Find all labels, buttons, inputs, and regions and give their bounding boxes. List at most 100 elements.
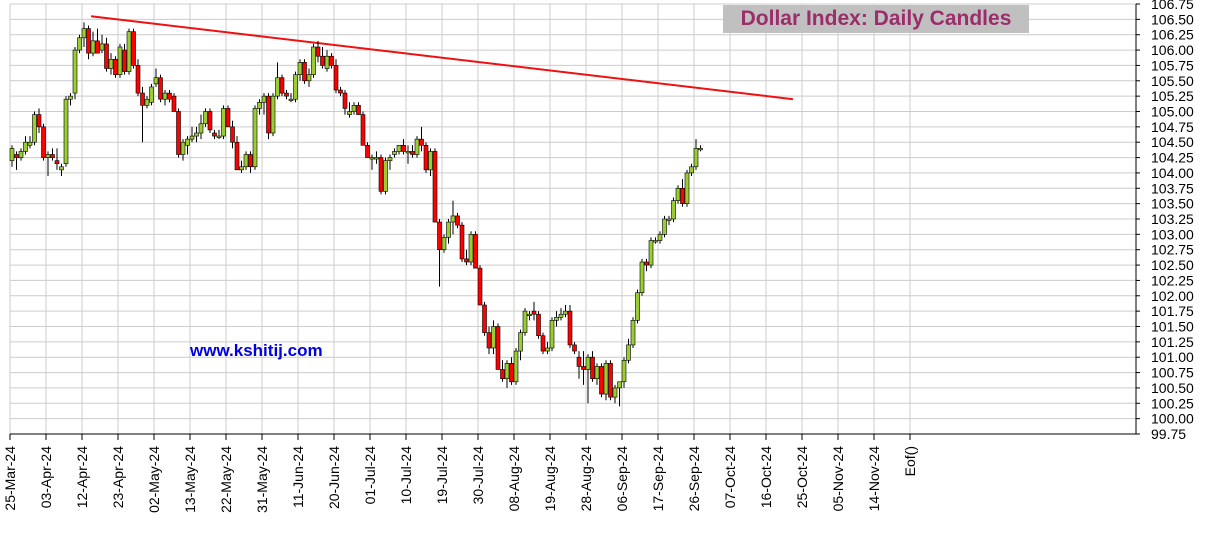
candle-body bbox=[486, 332, 492, 349]
candle-body bbox=[99, 43, 105, 51]
candle-body bbox=[90, 40, 96, 54]
x-tick-label: 13-May-24 bbox=[182, 446, 198, 513]
candle-body bbox=[104, 43, 109, 69]
y-tick-label: 106.25 bbox=[1151, 27, 1194, 43]
y-tick-label: 99.75 bbox=[1151, 426, 1186, 442]
candle-body bbox=[347, 111, 352, 115]
x-tick-label: 02-May-24 bbox=[146, 446, 162, 513]
candle-body bbox=[405, 151, 411, 154]
candle-body bbox=[644, 261, 649, 266]
y-tick-label: 104.25 bbox=[1151, 150, 1194, 166]
candle-body bbox=[365, 144, 370, 158]
candle-body bbox=[189, 135, 195, 140]
candle-body bbox=[617, 381, 622, 389]
y-tick-label: 106.75 bbox=[1151, 0, 1194, 12]
candle-body bbox=[590, 356, 595, 380]
candle-body bbox=[513, 350, 519, 383]
candle-body bbox=[77, 37, 82, 51]
candle-body bbox=[504, 363, 510, 380]
candle-body bbox=[171, 95, 177, 112]
candle-body bbox=[108, 58, 114, 69]
candle-body bbox=[360, 114, 366, 146]
x-tick-label: 26-Sep-24 bbox=[686, 446, 702, 512]
candle-body bbox=[131, 31, 136, 66]
candle-body bbox=[23, 141, 28, 152]
candle-body bbox=[356, 105, 361, 115]
candle-body bbox=[252, 108, 258, 168]
candle-body bbox=[207, 111, 213, 131]
candle-body bbox=[522, 310, 528, 333]
candle-body bbox=[72, 49, 78, 94]
candle-body bbox=[185, 138, 190, 146]
candle-body bbox=[441, 237, 447, 251]
candle-body bbox=[239, 166, 244, 171]
candle-body bbox=[36, 114, 42, 128]
candle-body bbox=[54, 160, 60, 165]
candle-body bbox=[383, 160, 388, 192]
candle-body bbox=[320, 55, 325, 66]
candle-body bbox=[270, 95, 276, 134]
candle-body bbox=[302, 62, 307, 82]
x-tick-label: 16-Oct-24 bbox=[758, 446, 774, 508]
candle-body bbox=[527, 313, 532, 317]
candle-body bbox=[500, 369, 505, 380]
candle-body bbox=[414, 138, 420, 155]
candle-body bbox=[117, 46, 123, 75]
candle-body bbox=[477, 267, 483, 306]
candle-body bbox=[536, 313, 541, 337]
candle-body bbox=[396, 144, 402, 152]
x-tick-label: 14-Nov-24 bbox=[866, 446, 882, 512]
x-tick-label: 25-Oct-24 bbox=[794, 446, 810, 508]
candle-body bbox=[630, 320, 636, 346]
candle-body bbox=[612, 387, 618, 398]
y-tick-label: 100.75 bbox=[1151, 365, 1194, 381]
candle-body bbox=[635, 292, 640, 321]
candle-body bbox=[266, 95, 271, 134]
candle-body bbox=[86, 28, 91, 54]
x-tick-label: 06-Sep-24 bbox=[614, 446, 630, 512]
candle-body bbox=[50, 154, 55, 158]
candle-body bbox=[455, 215, 460, 226]
candle-body bbox=[18, 151, 24, 158]
candle-body bbox=[68, 95, 73, 100]
candle-body bbox=[333, 65, 339, 91]
candle-body bbox=[653, 240, 658, 243]
candle-body bbox=[140, 92, 145, 106]
candle-body bbox=[113, 58, 118, 75]
y-tick-label: 100.00 bbox=[1151, 411, 1194, 427]
y-tick-label: 105.00 bbox=[1151, 104, 1194, 120]
candle-body bbox=[509, 363, 514, 383]
candle-body bbox=[698, 148, 703, 151]
candle-body bbox=[9, 148, 15, 161]
candle-body bbox=[338, 89, 343, 94]
x-tick-label: 17-Sep-24 bbox=[650, 446, 666, 512]
x-tick-label: 05-Nov-24 bbox=[830, 446, 846, 512]
candle-body bbox=[482, 304, 487, 333]
candle-body bbox=[27, 141, 33, 146]
y-tick-label: 106.00 bbox=[1151, 42, 1194, 58]
candle-body bbox=[491, 326, 496, 349]
candle-body bbox=[554, 316, 559, 321]
candle-body bbox=[464, 258, 469, 263]
y-tick-label: 102.25 bbox=[1151, 272, 1194, 288]
x-tick-label: 30-Jul-24 bbox=[470, 446, 486, 505]
candle-body bbox=[225, 108, 231, 128]
candle-body bbox=[657, 234, 663, 241]
candle-body bbox=[32, 114, 37, 143]
candle-body bbox=[531, 310, 537, 315]
x-tick-label: 19-Aug-24 bbox=[542, 446, 558, 512]
candle-body bbox=[153, 77, 159, 85]
candle-body bbox=[293, 74, 298, 100]
candle-body bbox=[666, 218, 672, 221]
candle-body bbox=[59, 166, 64, 171]
candle-body bbox=[288, 98, 294, 102]
x-tick-label: 10-Jul-24 bbox=[398, 446, 414, 505]
trendline-layer bbox=[90, 15, 794, 101]
y-tick-label: 100.25 bbox=[1151, 395, 1194, 411]
y-tick-label: 101.00 bbox=[1151, 349, 1194, 365]
candle-body bbox=[392, 151, 397, 155]
candle-body bbox=[459, 224, 465, 260]
candle-body bbox=[495, 326, 501, 370]
candle-body bbox=[581, 366, 586, 370]
watermark-url[interactable]: www.kshitij.com bbox=[190, 341, 323, 360]
